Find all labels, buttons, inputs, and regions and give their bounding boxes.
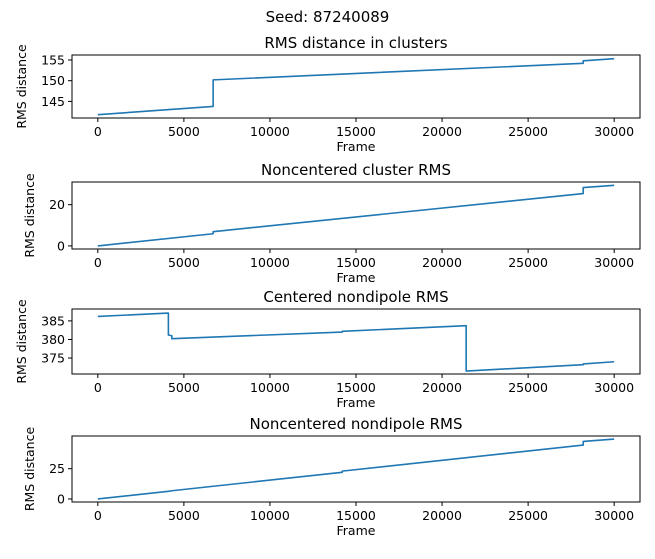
y-tick-label: 25 (49, 461, 65, 476)
series-line-1 (97, 184, 615, 247)
x-tick-label: 5000 (168, 380, 200, 395)
x-tick-label: 15000 (336, 380, 376, 395)
subplot-title: Centered nondipole RMS (263, 288, 448, 306)
x-tick-label: 30000 (594, 380, 634, 395)
figure-suptitle: Seed: 87240089 (266, 8, 390, 26)
x-tick-label: 5000 (168, 255, 200, 270)
x-tick-label: 10000 (250, 255, 290, 270)
subplot-panels: 0 5000 10000 15000 20000 25000 30000145150155R… (14, 34, 641, 538)
subplot-title: Noncentered nondipole RMS (250, 415, 463, 433)
subplot-2: 0 5000 10000 15000 20000 25000 30000 0 20 Noncent… (22, 161, 641, 285)
x-tick-label: 5000 (168, 124, 200, 139)
y-tick-label: 150 (41, 73, 65, 88)
x-tick-label: 25000 (508, 255, 548, 270)
x-tick-label: 30000 (594, 508, 634, 523)
y-axis-label: RMS distance (14, 44, 29, 129)
subplot-4: 0 5000 10000 15000 20000 25000 30000 0 25 Noncent… (22, 415, 641, 538)
y-tick-label: 0 (57, 491, 65, 506)
x-tick-label: 0 (94, 255, 102, 270)
x-tick-label: 5000 (168, 508, 200, 523)
subplot-title: Noncentered cluster RMS (261, 161, 451, 179)
y-tick-label: 0 (57, 238, 65, 253)
x-axis-label: Frame (337, 395, 376, 410)
x-axis-label: Frame (337, 523, 376, 538)
y-axis-label: RMS distance (22, 173, 37, 258)
y-tick-label: 385 (41, 313, 65, 328)
y-tick-label: 380 (41, 332, 65, 347)
x-tick-label: 30000 (594, 124, 634, 139)
x-tick-label: 20000 (422, 380, 462, 395)
y-tick-label: 145 (41, 94, 65, 109)
x-tick-label: 10000 (250, 380, 290, 395)
x-tick-label: 0 (94, 124, 102, 139)
y-axis-label: RMS distance (22, 427, 37, 512)
x-tick-label: 15000 (336, 124, 376, 139)
y-tick-label: 375 (41, 351, 65, 366)
x-tick-label: 25000 (508, 380, 548, 395)
x-tick-label: 10000 (250, 124, 290, 139)
series-line-1 (97, 312, 615, 372)
x-axis-label: Frame (337, 139, 376, 154)
x-tick-label: 20000 (422, 124, 462, 139)
x-tick-label: 10000 (250, 508, 290, 523)
y-axis-label: RMS distance (14, 299, 29, 384)
subplot-1: 0 5000 10000 15000 20000 25000 30000 145 150 155 R… (14, 34, 641, 154)
x-tick-label: 15000 (336, 508, 376, 523)
subplot-3: 0 5000 10000 15000 20000 25000 30000 375 380 385 C… (14, 288, 641, 410)
x-tick-label: 0 (94, 508, 102, 523)
series-line-1 (97, 438, 615, 500)
x-tick-label: 15000 (336, 255, 376, 270)
series-line-1 (97, 57, 615, 116)
y-tick-label: 155 (41, 52, 65, 67)
x-axis-label: Frame (337, 270, 376, 285)
axes-frame (71, 308, 641, 375)
x-tick-label: 30000 (594, 255, 634, 270)
subplot-title: RMS distance in clusters (264, 34, 447, 52)
x-tick-label: 25000 (508, 508, 548, 523)
y-tick-label: 20 (49, 197, 65, 212)
x-tick-label: 20000 (422, 508, 462, 523)
x-tick-label: 20000 (422, 255, 462, 270)
x-tick-label: 25000 (508, 124, 548, 139)
x-tick-label: 0 (94, 380, 102, 395)
